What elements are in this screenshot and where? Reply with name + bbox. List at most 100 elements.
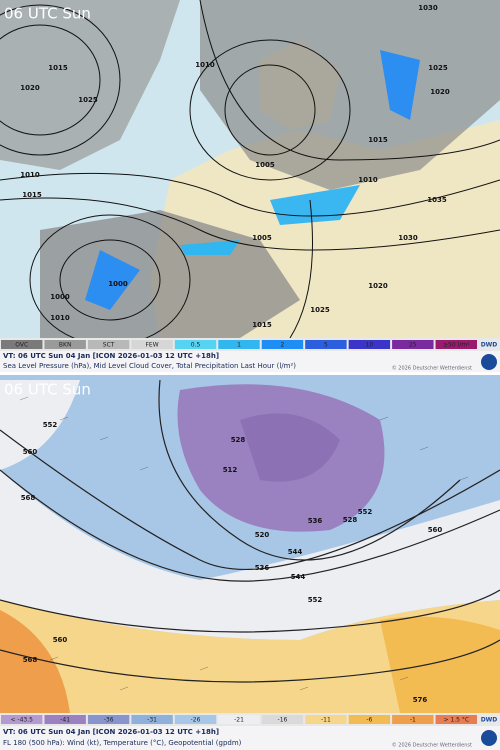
contour-label: 1005 [255,161,275,169]
legend-label: FEW [145,342,158,349]
contour-label: 1010 [20,171,40,179]
contour-label: 552 [358,508,373,516]
legend-swatch [1,715,43,724]
legend-swatch [305,715,347,724]
map-title: 06 UTC Sun [4,381,91,399]
copyright: © 2026 Deutscher Wetterdienst [392,742,472,749]
legend-label: < -43.5 [10,717,33,724]
legend-label: -26 [191,717,201,724]
logo [481,730,497,746]
logo [481,354,497,370]
contour-label: 1010 [358,176,378,184]
contour-label: 1015 [252,321,272,329]
copyright: © 2026 Deutscher Wetterdienst [392,365,472,372]
contour-label: 520 [255,531,270,539]
contour-label: 536 [308,517,323,525]
legend-swatch [44,715,86,724]
legend-swatch [435,340,477,349]
logo-text: DWD [481,717,498,724]
contour-label: 1000 [108,280,128,288]
legend-swatch [435,715,477,724]
contour-label: 552 [308,596,323,604]
upper-air-map [0,375,500,713]
contour-label: 1020 [430,88,450,96]
legend-label: -41 [60,717,70,724]
legend-swatch [218,340,260,349]
contour-label: 528 [231,436,246,444]
legend-label: SCT [103,342,115,349]
contour-label: 544 [288,548,303,556]
legend-swatch [261,340,304,349]
contour-label: 568 [21,494,36,502]
contour-label: 552 [43,421,58,429]
legend-swatch [131,715,173,724]
legend-label: OVC [15,342,28,349]
contour-label: 560 [53,636,68,644]
contour-label: 528 [343,516,358,524]
legend-label: 2 [281,342,285,349]
contour-label: 1020 [20,84,40,92]
caption: VT: 06 UTC Sun 04 Jan [ICON 2026-01-03 1… [3,728,219,736]
legend-swatch [392,340,434,349]
legend-label: 10 [366,342,374,349]
legend-label: -11 [321,717,331,724]
legend-label: -36 [104,717,114,724]
legend-swatch [392,715,434,724]
legend-label: 1 [237,342,241,349]
contour-label: 1000 [50,293,70,301]
legend-swatch [305,340,347,349]
logo-text: DWD [481,342,498,349]
legend-swatch [348,715,391,724]
legend-label: ≥50 l/m² [443,342,470,349]
contour-label: 1010 [50,314,70,322]
contour-label: 512 [223,466,238,474]
legend-label: -21 [234,717,244,724]
contour-label: 560 [23,448,38,456]
contour-label: 576 [413,696,428,704]
legend-swatch [87,715,130,724]
legend-label: 0.5 [191,342,201,349]
legend-swatch [44,340,86,349]
contour-label: 1015 [368,136,388,144]
legend-swatch [131,340,173,349]
pressure-map [0,0,500,346]
caption: Sea Level Pressure (hPa), Mid Level Clou… [3,362,296,370]
legend-swatch [218,715,260,724]
contour-label: 568 [23,656,38,664]
contour-label: 1015 [22,191,42,199]
contour-label: 1020 [368,282,388,290]
legend-label: -31 [147,717,157,724]
caption-area [0,726,500,750]
contour-label: 1005 [252,234,272,242]
legend-label: 5 [324,342,328,349]
contour-label: 544 [291,573,306,581]
legend-label: BKN [59,342,72,349]
legend-swatch [174,715,217,724]
legend-label: -16 [278,717,288,724]
contour-label: 1010 [195,61,215,69]
contour-label: 560 [428,526,443,534]
contour-label: 1025 [310,306,330,314]
map-title: 06 UTC Sun [4,5,91,23]
legend-swatch [348,340,391,349]
caption: FL 180 (500 hPa): Wind (kt), Temperature… [3,739,242,747]
legend-label: -6 [366,717,372,724]
legend-label: 25 [409,342,417,349]
contour-label: 1025 [78,96,98,104]
caption: VT: 06 UTC Sun 04 Jan [ICON 2026-01-03 1… [3,352,219,360]
contour-label: 1035 [427,196,447,204]
legend-swatch [87,340,130,349]
contour-label: 1025 [428,64,448,72]
legend-swatch [261,715,304,724]
legend-label: > 1.5 °C [443,717,469,724]
contour-label: 536 [255,564,270,572]
contour-label: 1030 [418,4,438,12]
legend-swatch [174,340,217,349]
contour-label: 1015 [48,64,68,72]
contour-label: 1030 [398,234,418,242]
legend-swatch [1,340,43,349]
legend-label: -1 [410,717,416,724]
caption-area [0,351,500,372]
